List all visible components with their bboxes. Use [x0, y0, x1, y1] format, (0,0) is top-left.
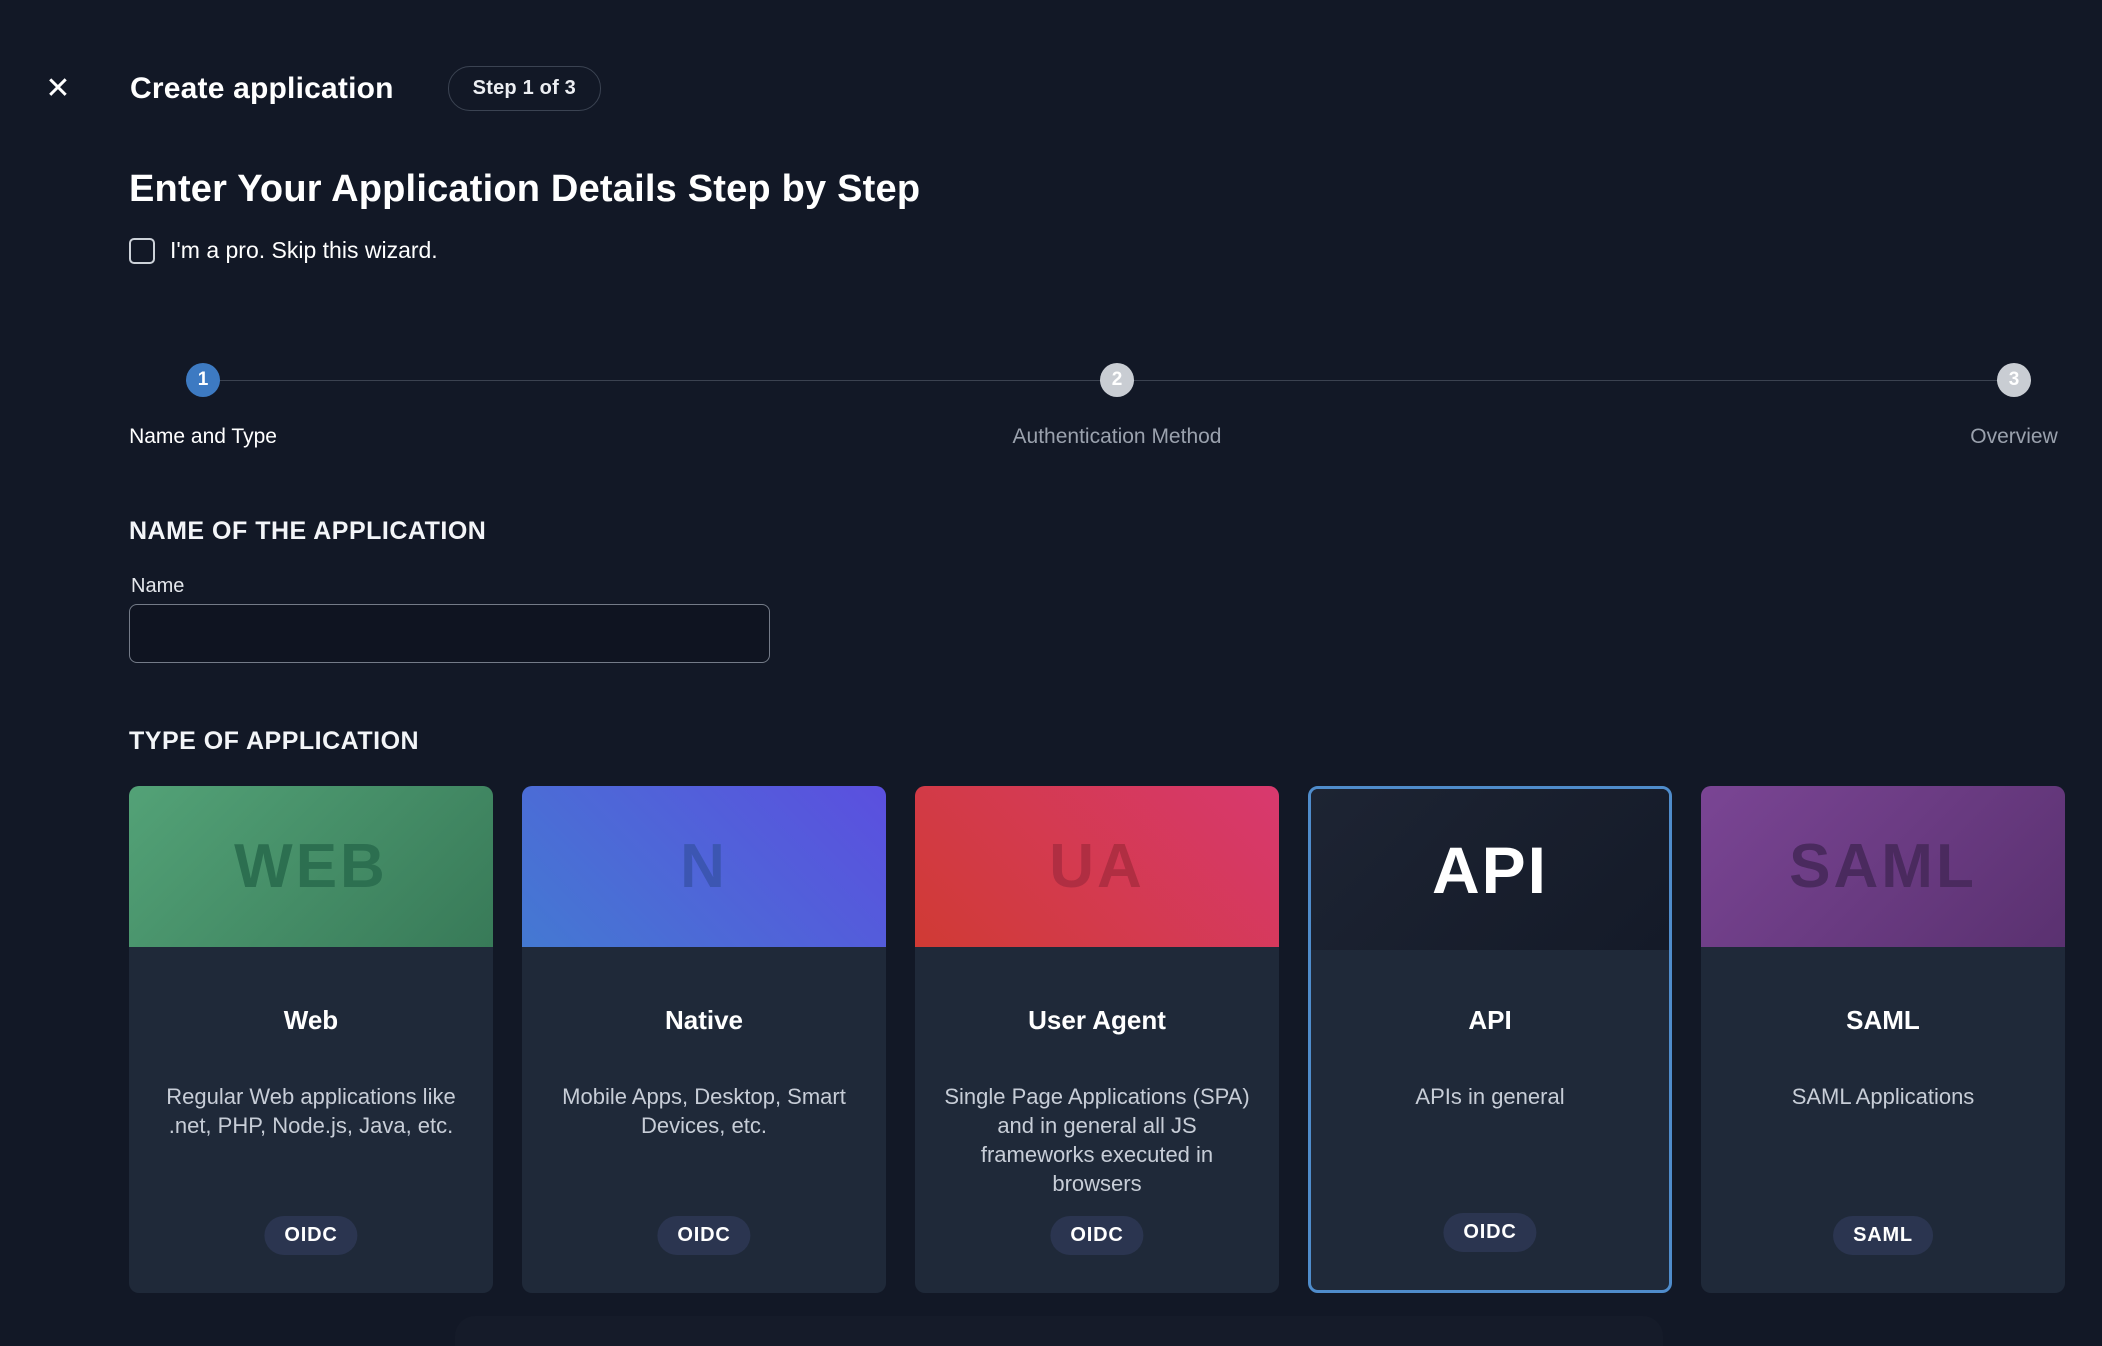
- type-section-title: TYPE OF APPLICATION: [129, 727, 420, 755]
- card-banner: WEB: [129, 786, 493, 947]
- card-body: User Agent Single Page Applications (SPA)…: [915, 947, 1279, 1293]
- card-body: SAML SAML Applications SAML: [1701, 947, 2065, 1293]
- card-monogram: UA: [1049, 832, 1145, 901]
- card-protocol-badge: OIDC: [1443, 1213, 1537, 1252]
- page-title: Create application: [130, 71, 394, 105]
- card-title: Web: [283, 1005, 339, 1035]
- card-monogram: WEB: [234, 832, 388, 901]
- card-title: SAML: [1846, 1005, 1920, 1035]
- card-description: Single Page Applications (SPA) and in ge…: [944, 1084, 1250, 1197]
- stepper-step-1-circle[interactable]: 1: [186, 363, 220, 397]
- card-protocol-badge: OIDC: [264, 1216, 358, 1255]
- card-banner: UA: [915, 786, 1279, 947]
- stepper-step-2-label: Authentication Method: [1012, 425, 1222, 448]
- wizard-heading: Enter Your Application Details Step by S…: [129, 168, 921, 210]
- name-section-title: NAME OF THE APPLICATION: [129, 517, 487, 545]
- stepper-step-2-circle[interactable]: 2: [1100, 363, 1134, 397]
- app-type-card-saml[interactable]: SAML SAML SAML Applications SAML: [1701, 786, 2065, 1293]
- card-title: API: [1468, 1005, 1512, 1035]
- skip-wizard-row: I'm a pro. Skip this wizard.: [129, 237, 438, 264]
- card-banner: N: [522, 786, 886, 947]
- card-description: SAML Applications: [1791, 1084, 1975, 1109]
- card-description: Mobile Apps, Desktop, Smart Devices, etc…: [562, 1084, 846, 1139]
- app-type-card-api[interactable]: API API APIs in general OIDC: [1308, 786, 1672, 1293]
- card-monogram: SAML: [1789, 832, 1977, 901]
- stepper: 1 2 3 Name and Type Authentication Metho…: [129, 363, 2065, 458]
- card-body: API APIs in general OIDC: [1311, 947, 1669, 1290]
- card-banner: API: [1311, 789, 1669, 950]
- card-title: User Agent: [1028, 1005, 1166, 1035]
- stepper-step-1-label: Name and Type: [129, 425, 277, 448]
- name-input[interactable]: [129, 604, 770, 663]
- stepper-step-3-circle[interactable]: 3: [1997, 363, 2031, 397]
- close-icon[interactable]: ✕: [36, 67, 80, 111]
- card-protocol-badge: OIDC: [1050, 1216, 1144, 1255]
- card-banner: SAML: [1701, 786, 2065, 947]
- card-protocol-badge: SAML: [1833, 1216, 1933, 1255]
- stepper-step-3-label: Overview: [1970, 425, 2058, 448]
- card-protocol-badge: OIDC: [657, 1216, 751, 1255]
- wizard-header: ✕ Create application Step 1 of 3: [36, 66, 602, 111]
- card-monogram: N: [680, 832, 728, 901]
- name-field-label: Name: [131, 575, 185, 597]
- application-type-cards: WEB Web Regular Web applications like .net…: [129, 786, 2065, 1293]
- stepper-connector: [220, 380, 1100, 381]
- skip-wizard-checkbox[interactable]: [129, 237, 155, 264]
- app-type-card-web[interactable]: WEB Web Regular Web applications like .net…: [129, 786, 493, 1293]
- app-type-card-native[interactable]: N Native Mobile Apps, Desktop, Smart Devic…: [522, 786, 886, 1293]
- skip-wizard-label: I'm a pro. Skip this wizard.: [170, 237, 438, 263]
- card-body: Web Regular Web applications like .net, P…: [129, 947, 493, 1293]
- app-type-card-user-agent[interactable]: UA User Agent Single Page Applications (SP…: [915, 786, 1279, 1293]
- background-decor: [455, 1316, 1663, 1346]
- card-monogram: API: [1431, 832, 1549, 907]
- card-description: APIs in general: [1415, 1084, 1565, 1109]
- card-title: Native: [664, 1005, 744, 1035]
- step-badge: Step 1 of 3: [447, 66, 602, 111]
- stepper-connector: [1134, 380, 1997, 381]
- card-body: Native Mobile Apps, Desktop, Smart Device…: [522, 947, 886, 1293]
- card-description: Regular Web applications like .net, PHP,…: [166, 1084, 456, 1139]
